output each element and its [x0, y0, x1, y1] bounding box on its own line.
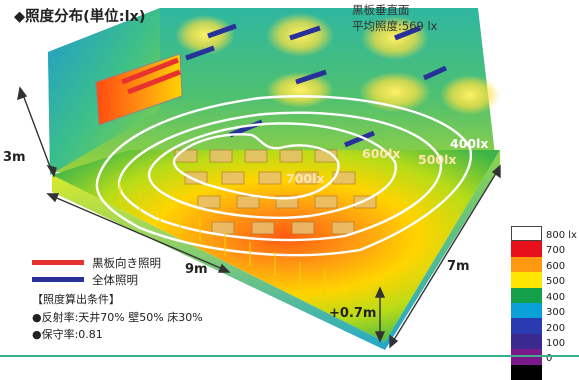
colorbar-label-100: 100	[546, 338, 566, 349]
general-light-label: 全体照明	[92, 272, 138, 287]
legend-row-blackboard-light: 黒板向き照明	[32, 254, 161, 271]
colorbar-segment	[511, 333, 542, 350]
desk-height-dimension: +0.7m	[329, 306, 377, 321]
colorbar-segment	[511, 241, 542, 257]
blackboard-light-label: 黒板向き照明	[92, 255, 161, 270]
legend-row-general-light: 全体照明	[32, 271, 161, 288]
blue-line-swatch	[32, 277, 84, 282]
blackboard-illuminance-info: 黒板垂直面 平均照度:569 lx	[352, 2, 437, 34]
colorbar-label-800: 800 lx	[546, 230, 577, 241]
general-lights	[185, 23, 448, 148]
light-type-legend: 黒板向き照明 全体照明	[32, 254, 161, 288]
colorbar-label-0: 0	[546, 353, 553, 364]
conditions-heading: 【照度算出条件】	[32, 293, 120, 306]
colorbar-segment	[511, 318, 542, 334]
colorbar-segment	[511, 272, 542, 288]
contour-label-600: 600lx	[362, 146, 401, 161]
colorbar-label-200: 200	[546, 323, 566, 334]
chart-title: ◆照度分布(単位:lx)	[14, 9, 146, 25]
calculation-conditions: 【照度算出条件】 ●反射率:天井70% 壁50% 床30% ●保守率:0.81	[32, 291, 203, 344]
height-dimension: 3m	[3, 150, 26, 165]
contour-label-700: 700lx	[286, 171, 325, 186]
colorbar-segment	[511, 287, 542, 303]
colorbar-label-300: 300	[546, 307, 566, 318]
depth-dimension: 7m	[447, 259, 470, 274]
dimension-arrows	[17, 86, 501, 349]
colorbar-segment	[511, 256, 542, 273]
colorbar-segment	[511, 302, 542, 319]
illuminance-colorbar	[511, 226, 542, 380]
isolux-contours	[95, 95, 473, 257]
colorbar-label-700: 700	[546, 245, 566, 256]
maintenance-condition: ●保守率:0.81	[32, 328, 103, 341]
colorbar-segment	[511, 364, 542, 380]
contour-label-400: 400lx	[450, 136, 489, 151]
colorbar-segment	[511, 226, 542, 242]
illuminance-3d-scene	[17, 8, 501, 350]
colorbar-label-400: 400	[546, 292, 566, 303]
blackboard-label: 黒板垂直面	[352, 3, 410, 17]
width-dimension: 9m	[185, 262, 208, 277]
red-line-swatch	[32, 260, 84, 265]
bottom-rule	[0, 355, 579, 357]
blackboard-lights	[121, 57, 181, 95]
colorbar-label-500: 500	[546, 276, 566, 287]
colorbar-label-600: 600	[546, 261, 566, 272]
reflectance-condition: ●反射率:天井70% 壁50% 床30%	[32, 310, 203, 324]
blackboard-average: 平均照度:569 lx	[352, 19, 438, 33]
contour-label-500: 500lx	[418, 152, 457, 167]
